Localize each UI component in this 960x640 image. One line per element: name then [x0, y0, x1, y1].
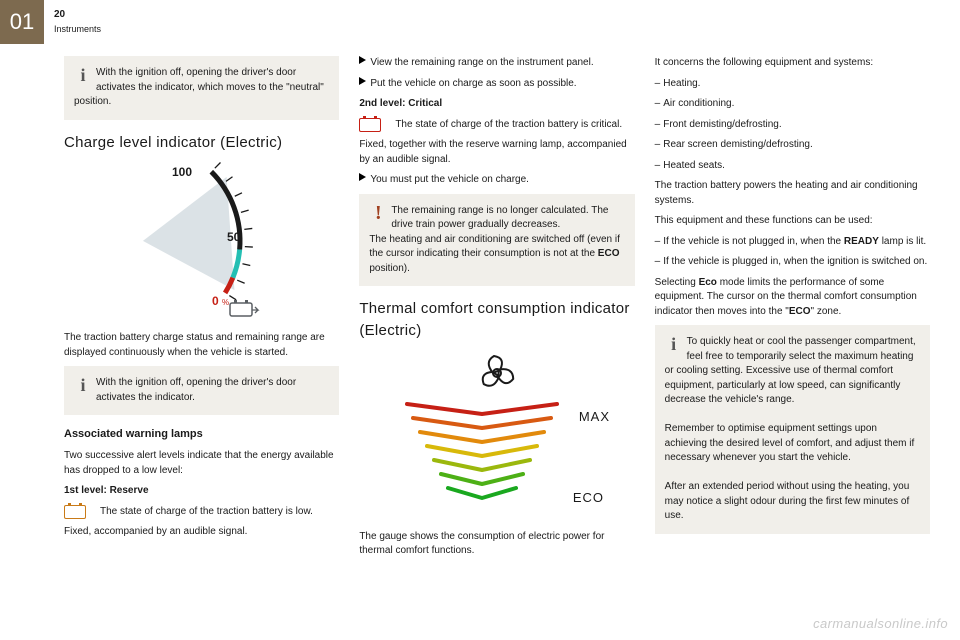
- svg-text:50: 50: [227, 230, 241, 244]
- warning-text: The remaining range is no longer calcula…: [369, 205, 620, 274]
- level2-fixed: Fixed, together with the reserve warning…: [359, 138, 634, 167]
- watermark: carmanualsonline.info: [813, 615, 948, 634]
- traction-text: The traction battery powers the heating …: [655, 179, 930, 208]
- charge-status-text: The traction battery charge status and r…: [64, 331, 339, 360]
- label-max: MAX: [579, 408, 610, 427]
- play-icon: [359, 77, 366, 85]
- battery-critical-icon: [359, 118, 381, 132]
- heading-thermal: Thermal comfort consumption indicator (E…: [359, 298, 634, 342]
- eco-text: Selecting Eco mode limits the performanc…: [655, 276, 930, 320]
- info-note-1: i With the ignition off, opening the dri…: [64, 56, 339, 120]
- equip-item: –Air conditioning.: [655, 97, 930, 112]
- column-3: It concerns the following equipment and …: [655, 56, 930, 620]
- section-name: Instruments: [54, 23, 101, 36]
- info-icon: i: [74, 376, 92, 394]
- charge-gauge: 100 50 0%: [112, 161, 292, 321]
- level2-text: The state of charge of the traction batt…: [395, 118, 634, 133]
- thermal-caption: The gauge shows the consumption of elect…: [359, 530, 634, 559]
- cond-2: –If the vehicle is plugged in, when the …: [655, 255, 930, 270]
- chapter-badge: 01: [0, 0, 44, 44]
- equip-canuse: This equipment and these functions can b…: [655, 214, 930, 229]
- svg-text:100: 100: [172, 165, 192, 179]
- info-icon: i: [665, 335, 683, 353]
- column-1: i With the ignition off, opening the dri…: [64, 56, 339, 620]
- level2-row: The state of charge of the traction batt…: [359, 118, 634, 133]
- fan-icon: [382, 350, 612, 396]
- equip-item: –Heated seats.: [655, 159, 930, 174]
- label-eco: ECO: [573, 489, 604, 508]
- level1-label: 1st level: Reserve: [64, 484, 339, 499]
- page-header: 20 Instruments: [54, 8, 101, 36]
- thermal-gauge: MAX ECO: [382, 350, 612, 520]
- page-number: 20: [54, 8, 101, 23]
- level1-row: The state of charge of the traction batt…: [64, 505, 339, 520]
- bullet-charge: Put the vehicle on charge as soon as pos…: [359, 77, 634, 92]
- equip-item: –Rear screen demisting/defrosting.: [655, 138, 930, 153]
- bullet-must-charge: You must put the vehicle on charge.: [359, 173, 634, 188]
- play-icon: [359, 56, 366, 64]
- info-icon: i: [74, 66, 92, 84]
- exclamation-icon: !: [369, 204, 387, 222]
- equip-intro: It concerns the following equipment and …: [655, 56, 930, 71]
- svg-text:%: %: [222, 298, 229, 307]
- cond-1: –If the vehicle is not plugged in, when …: [655, 235, 930, 250]
- assoc-intro: Two successive alert levels indicate tha…: [64, 449, 339, 478]
- play-icon: [359, 173, 366, 181]
- warning-box: ! The remaining range is no longer calcu…: [359, 194, 634, 287]
- heading-assoc-lamps: Associated warning lamps: [64, 427, 339, 443]
- info-text: To quickly heat or cool the passenger co…: [665, 336, 916, 521]
- equip-item: –Front demisting/defrosting.: [655, 118, 930, 133]
- battery-low-icon: [64, 505, 86, 519]
- equip-item: –Heating.: [655, 77, 930, 92]
- level1-text: The state of charge of the traction batt…: [100, 505, 339, 520]
- info-note-3: i To quickly heat or cool the passenger …: [655, 325, 930, 534]
- equip-list: –Heating. –Air conditioning. –Front demist…: [655, 77, 930, 174]
- level1-fixed: Fixed, accompanied by an audible signal.: [64, 525, 339, 540]
- heading-charge-level: Charge level indicator (Electric): [64, 132, 339, 154]
- level2-label: 2nd level: Critical: [359, 97, 634, 112]
- bullet-view-range: View the remaining range on the instrume…: [359, 56, 634, 71]
- info-text: With the ignition off, opening the drive…: [74, 67, 324, 107]
- svg-text:0: 0: [212, 294, 219, 308]
- info-text: With the ignition off, opening the drive…: [96, 377, 296, 403]
- column-2: View the remaining range on the instrume…: [359, 56, 634, 620]
- info-note-2: i With the ignition off, opening the dri…: [64, 366, 339, 415]
